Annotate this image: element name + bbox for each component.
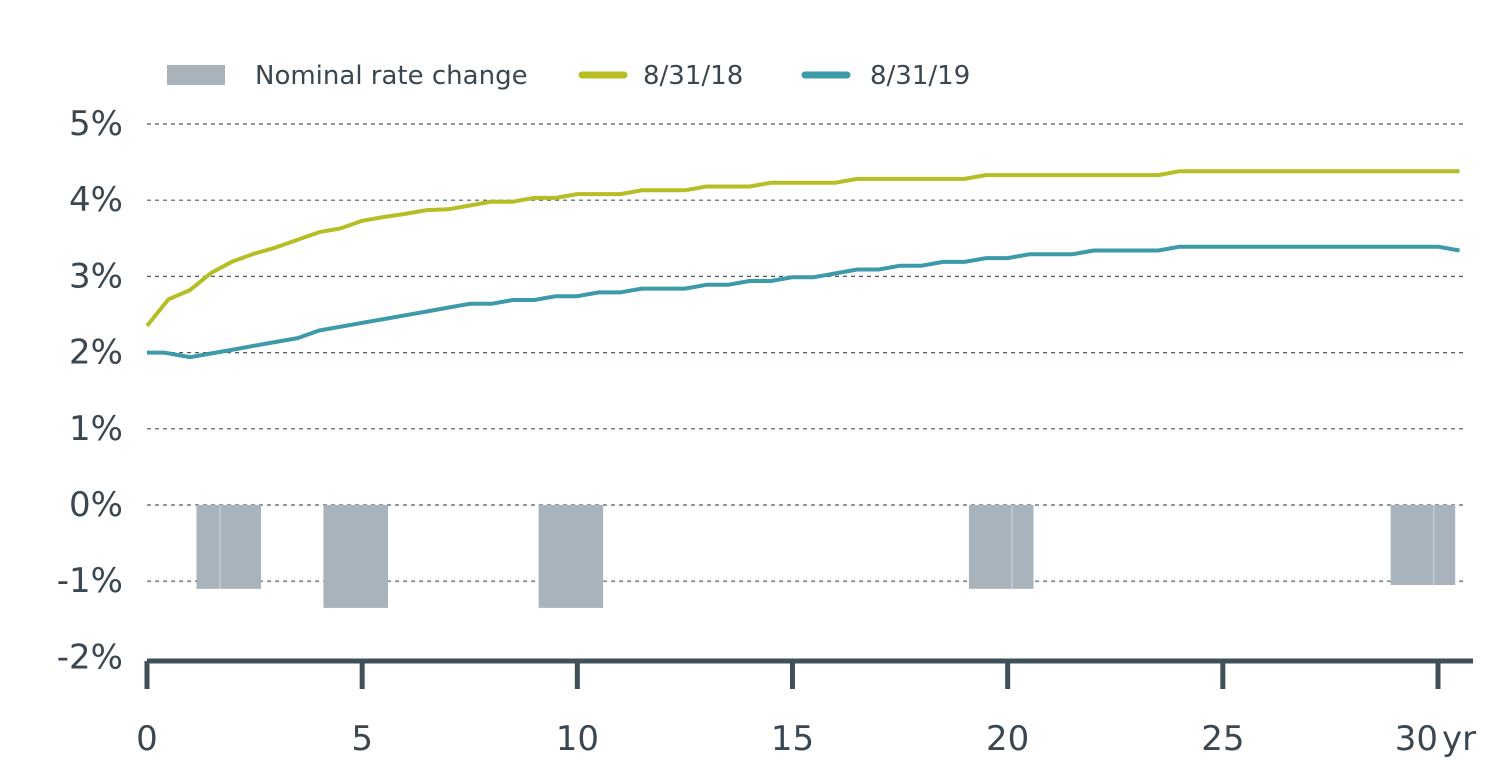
x-tick-label: 10 bbox=[556, 719, 599, 759]
bar-nominal-rate-change bbox=[1011, 505, 1034, 589]
legend-swatch-bar bbox=[167, 65, 225, 85]
x-tick-label: 20 bbox=[986, 719, 1029, 759]
legend-label: 8/31/19 bbox=[870, 61, 970, 91]
bar-nominal-rate-change bbox=[1390, 505, 1434, 586]
y-tick-label: 0% bbox=[69, 485, 123, 525]
y-tick-label: -2% bbox=[57, 637, 123, 677]
y-tick-label: 1% bbox=[69, 409, 123, 449]
legend-label: Nominal rate change bbox=[255, 61, 528, 91]
y-tick-label: 3% bbox=[69, 256, 123, 296]
bar-nominal-rate-change bbox=[538, 505, 604, 608]
y-tick-label: -1% bbox=[57, 561, 123, 601]
x-unit-label: yr bbox=[1442, 719, 1476, 759]
series-line-aug-2018 bbox=[145, 169, 1460, 328]
bar-nominal-rate-change bbox=[1433, 505, 1456, 586]
bar-layer bbox=[196, 505, 1456, 608]
y-tick-label: 5% bbox=[69, 104, 123, 144]
legend-label: 8/31/18 bbox=[643, 61, 743, 91]
x-tick-label: 5 bbox=[351, 719, 373, 759]
y-tick-label: 4% bbox=[69, 180, 123, 220]
bar-nominal-rate-change bbox=[196, 505, 221, 589]
bar-nominal-rate-change bbox=[968, 505, 1012, 589]
bar-nominal-rate-change bbox=[323, 505, 388, 608]
series-line-aug-2019 bbox=[147, 244, 1460, 360]
x-tick-label: 15 bbox=[771, 719, 814, 759]
x-tick-label: 30 bbox=[1395, 719, 1438, 759]
x-tick-label: 0 bbox=[136, 719, 158, 759]
legend: Nominal rate change 8/31/18 8/31/19 bbox=[167, 61, 970, 91]
y-tick-label: 2% bbox=[69, 333, 123, 373]
line-layer bbox=[145, 169, 1460, 360]
bar-nominal-rate-change bbox=[220, 505, 262, 589]
x-tick-label: 25 bbox=[1201, 719, 1244, 759]
axis-layer: 5% 4% 3% 2% 1% 0% -1% -2% 0 5 10 15 20 25 30 yr bbox=[57, 104, 1476, 759]
